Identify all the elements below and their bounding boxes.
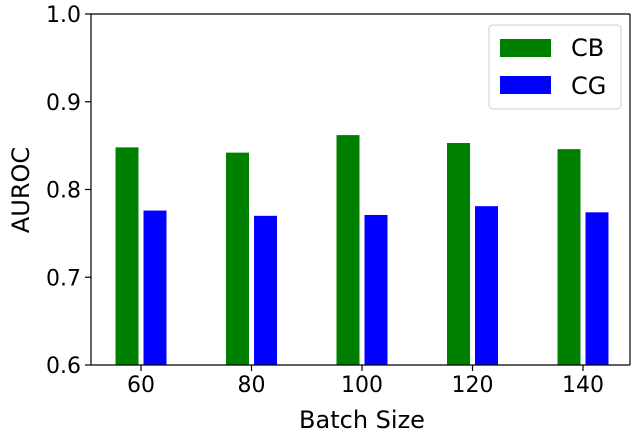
bar-cb-120 — [447, 142, 470, 365]
x-ticks: 60 80 100 120 140 — [127, 365, 604, 398]
y-tick-label: 0.9 — [46, 91, 81, 116]
legend: CB CG — [488, 24, 622, 110]
bar-cb-100 — [336, 135, 360, 365]
y-ticks: 0.6 0.7 0.8 0.9 1.0 — [46, 3, 91, 379]
y-tick-label: 0.8 — [46, 179, 81, 204]
legend-label-cb: CB — [571, 34, 604, 62]
legend-swatch-cg — [500, 76, 551, 94]
legend-swatch-cb — [500, 39, 551, 57]
bar-cb-80 — [226, 152, 249, 365]
bar-cg-60 — [143, 210, 167, 365]
x-tick-label: 60 — [127, 373, 155, 398]
bar-cg-100 — [364, 214, 388, 365]
x-tick-label: 100 — [341, 373, 383, 398]
y-tick-label: 0.6 — [46, 354, 81, 379]
legend-label-cg: CG — [571, 72, 606, 100]
x-axis-label: Batch Size — [299, 406, 425, 432]
y-axis-label: AUROC — [7, 147, 35, 233]
bars-layer — [115, 135, 609, 365]
bar-cg-80 — [254, 215, 277, 365]
bar-cg-120 — [475, 206, 498, 365]
x-tick-label: 80 — [238, 373, 266, 398]
x-tick-label: 140 — [562, 373, 604, 398]
bar-cb-140 — [557, 149, 581, 365]
bar-cb-60 — [115, 147, 139, 365]
bar-cg-140 — [585, 212, 609, 365]
y-tick-label: 0.7 — [46, 266, 81, 291]
x-tick-label: 120 — [452, 373, 494, 398]
y-tick-label: 1.0 — [46, 3, 81, 28]
